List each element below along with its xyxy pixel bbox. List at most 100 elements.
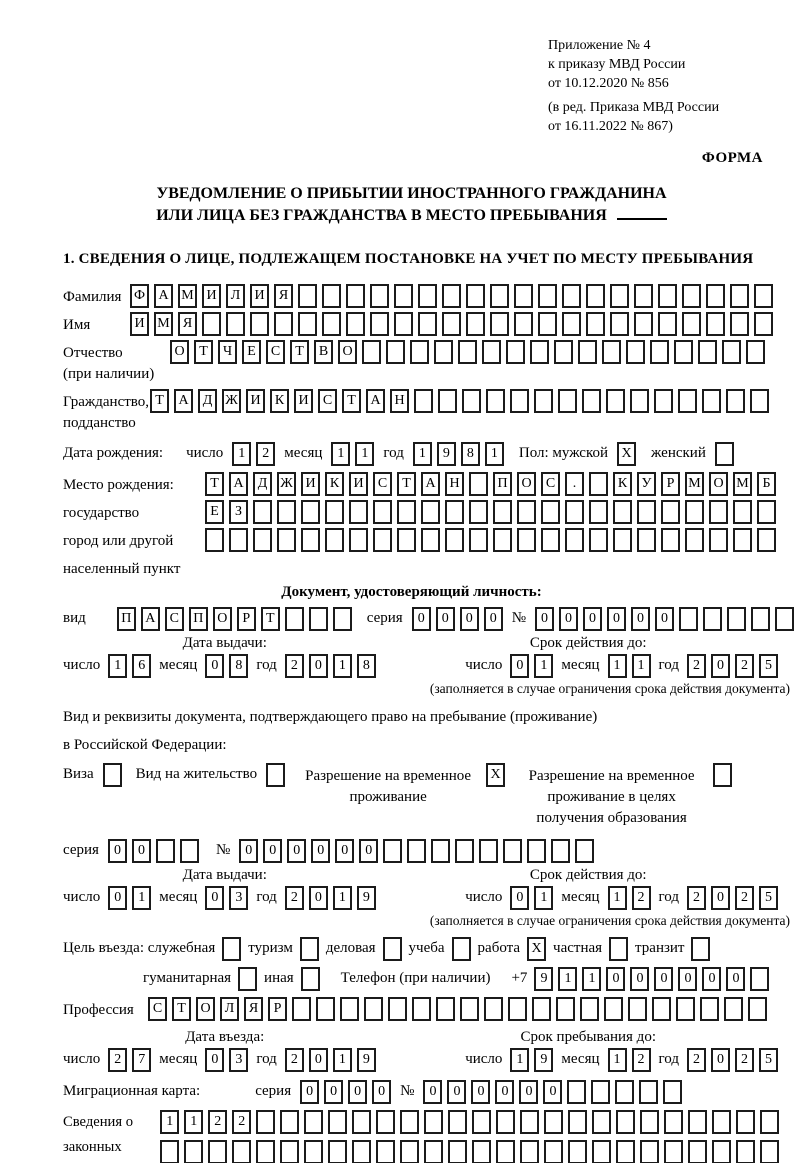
form-cell[interactable] bbox=[640, 1110, 660, 1134]
form-cell[interactable]: С bbox=[266, 340, 285, 364]
form-cell[interactable] bbox=[678, 389, 697, 413]
form-cell[interactable] bbox=[451, 937, 471, 961]
form-cell[interactable] bbox=[256, 1110, 276, 1134]
form-cell[interactable] bbox=[510, 389, 529, 413]
form-cell[interactable]: Я bbox=[244, 997, 263, 1021]
form-cell[interactable] bbox=[568, 1140, 588, 1163]
form-cell[interactable] bbox=[472, 1140, 492, 1163]
form-cell[interactable]: 1 bbox=[631, 654, 651, 678]
form-cell[interactable] bbox=[613, 528, 632, 552]
form-cell[interactable]: 0 bbox=[678, 967, 698, 991]
form-cell[interactable]: 2 bbox=[284, 1048, 304, 1072]
form-cell[interactable] bbox=[238, 967, 258, 991]
form-cell[interactable] bbox=[232, 1140, 252, 1163]
form-cell[interactable]: 2 bbox=[735, 654, 754, 678]
form-cell[interactable] bbox=[394, 284, 413, 308]
form-cell[interactable] bbox=[469, 500, 488, 524]
form-cell[interactable]: И bbox=[246, 389, 265, 413]
form-cell[interactable] bbox=[616, 1140, 636, 1163]
form-cell[interactable] bbox=[434, 340, 453, 364]
form-cell[interactable] bbox=[484, 997, 503, 1021]
form-cell[interactable]: 0 bbox=[411, 607, 431, 631]
form-cell[interactable] bbox=[565, 528, 584, 552]
form-cell[interactable] bbox=[383, 839, 403, 863]
form-cell[interactable] bbox=[442, 312, 461, 336]
form-cell[interactable]: 0 bbox=[308, 1048, 328, 1072]
form-cell[interactable]: 5 bbox=[759, 1048, 778, 1072]
form-cell[interactable]: 9 bbox=[534, 967, 554, 991]
form-cell[interactable]: И bbox=[202, 284, 221, 308]
form-cell[interactable]: О bbox=[196, 997, 215, 1021]
form-cell[interactable] bbox=[208, 1140, 228, 1163]
form-cell[interactable] bbox=[634, 312, 653, 336]
form-cell[interactable] bbox=[448, 1110, 468, 1134]
form-cell[interactable] bbox=[460, 997, 479, 1021]
form-cell[interactable]: 2 bbox=[631, 886, 651, 910]
form-cell[interactable]: И bbox=[250, 284, 269, 308]
form-cell[interactable] bbox=[226, 312, 245, 336]
form-cell[interactable]: П bbox=[493, 472, 512, 496]
form-cell[interactable] bbox=[436, 997, 455, 1021]
form-cell[interactable] bbox=[746, 340, 765, 364]
form-cell[interactable] bbox=[493, 500, 512, 524]
form-cell[interactable] bbox=[442, 284, 461, 308]
form-cell[interactable]: Т bbox=[260, 607, 280, 631]
form-cell[interactable]: М bbox=[685, 472, 704, 496]
form-cell[interactable]: 8 bbox=[356, 654, 376, 678]
form-cell[interactable]: П bbox=[188, 607, 208, 631]
form-cell[interactable] bbox=[530, 340, 549, 364]
form-cell[interactable] bbox=[280, 1110, 300, 1134]
form-cell[interactable]: 0 bbox=[711, 654, 730, 678]
form-cell[interactable] bbox=[328, 1140, 348, 1163]
form-cell[interactable] bbox=[514, 312, 533, 336]
form-cell[interactable]: Т bbox=[290, 340, 309, 364]
form-cell[interactable]: 0 bbox=[702, 967, 722, 991]
form-cell[interactable] bbox=[688, 1110, 708, 1134]
form-cell[interactable] bbox=[373, 528, 392, 552]
form-cell[interactable]: 2 bbox=[284, 886, 304, 910]
form-cell[interactable] bbox=[493, 528, 512, 552]
form-cell[interactable] bbox=[346, 284, 365, 308]
form-cell[interactable] bbox=[589, 472, 608, 496]
form-cell[interactable] bbox=[658, 284, 677, 308]
form-cell[interactable]: О bbox=[338, 340, 357, 364]
form-cell[interactable] bbox=[394, 312, 413, 336]
form-cell[interactable]: Я bbox=[178, 312, 197, 336]
form-cell[interactable] bbox=[562, 312, 581, 336]
form-cell[interactable]: 0 bbox=[107, 839, 127, 863]
form-cell[interactable]: Р bbox=[268, 997, 287, 1021]
form-cell[interactable] bbox=[400, 1110, 420, 1134]
form-cell[interactable] bbox=[155, 839, 175, 863]
form-cell[interactable]: 2 bbox=[208, 1110, 228, 1134]
form-cell[interactable] bbox=[292, 997, 311, 1021]
form-cell[interactable] bbox=[421, 528, 440, 552]
form-cell[interactable] bbox=[578, 340, 597, 364]
form-cell[interactable] bbox=[280, 1140, 300, 1163]
form-cell[interactable]: X bbox=[486, 763, 506, 787]
form-cell[interactable] bbox=[370, 312, 389, 336]
form-cell[interactable]: А bbox=[421, 472, 440, 496]
form-cell[interactable]: М bbox=[178, 284, 197, 308]
form-cell[interactable] bbox=[328, 1110, 348, 1134]
form-cell[interactable] bbox=[541, 528, 560, 552]
form-cell[interactable]: Е bbox=[242, 340, 261, 364]
form-cell[interactable]: И bbox=[301, 472, 320, 496]
form-cell[interactable]: П bbox=[116, 607, 136, 631]
form-cell[interactable]: 0 bbox=[108, 886, 128, 910]
form-cell[interactable]: 1 bbox=[332, 886, 352, 910]
form-cell[interactable] bbox=[469, 528, 488, 552]
form-cell[interactable]: 1 bbox=[332, 1048, 352, 1072]
form-cell[interactable] bbox=[658, 312, 677, 336]
form-cell[interactable] bbox=[722, 340, 741, 364]
form-cell[interactable]: 2 bbox=[735, 886, 754, 910]
form-cell[interactable] bbox=[712, 1140, 732, 1163]
form-cell[interactable]: Т bbox=[172, 997, 191, 1021]
form-cell[interactable]: Р bbox=[236, 607, 256, 631]
form-cell[interactable] bbox=[757, 528, 776, 552]
form-cell[interactable]: 0 bbox=[459, 607, 479, 631]
form-cell[interactable]: У bbox=[637, 472, 656, 496]
form-cell[interactable] bbox=[640, 1140, 660, 1163]
form-cell[interactable] bbox=[222, 937, 242, 961]
form-cell[interactable]: Т bbox=[342, 389, 361, 413]
form-cell[interactable] bbox=[698, 340, 717, 364]
